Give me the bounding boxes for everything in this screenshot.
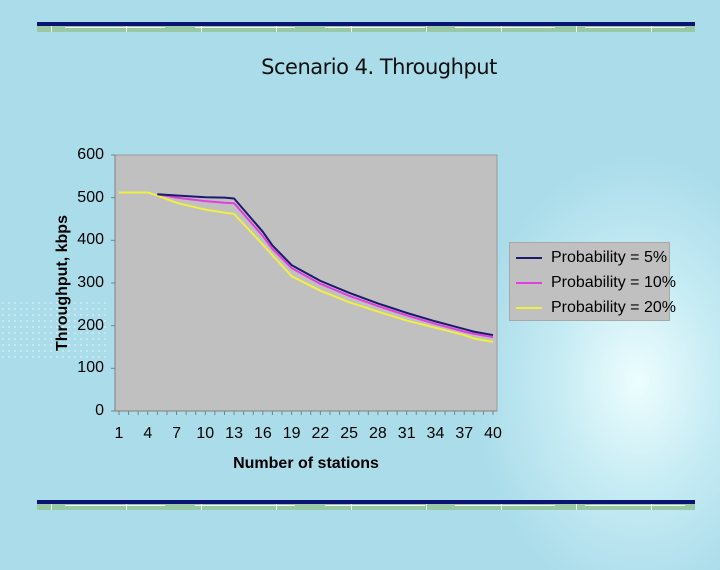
legend-swatch-yellow: [516, 307, 542, 309]
legend-label: Probability = 20%: [551, 299, 676, 316]
x-tick-label: 19: [282, 425, 301, 442]
y-tick-label: 200: [77, 316, 104, 334]
series-line-10-percent: [157, 193, 494, 339]
series-lines: [119, 191, 494, 343]
x-tick-label: 7: [172, 425, 181, 442]
x-tick-label: 28: [369, 425, 387, 442]
x-axis-label: Number of stations: [233, 455, 379, 472]
bottom-band-green-stripe: [37, 504, 695, 510]
y-tick-label: 500: [77, 188, 104, 206]
legend-swatch-navy: [516, 257, 542, 259]
legend-item-20-percent: Probability = 20%: [516, 297, 676, 319]
x-tick-label: 25: [340, 425, 359, 442]
x-tick-label: 22: [311, 425, 330, 442]
y-tick-label: 400: [77, 231, 104, 249]
x-tick-label: 37: [455, 425, 474, 442]
axis-tick-marks: [111, 154, 494, 415]
top-band-green-stripe: [37, 26, 695, 32]
x-tick-label: 13: [225, 425, 243, 442]
top-decorative-band: [37, 22, 695, 32]
x-tick-label: 34: [426, 425, 445, 442]
bottom-decorative-band: [37, 500, 695, 510]
top-band-navy-stripe: [37, 22, 695, 26]
legend-label: Probability = 5%: [551, 249, 668, 266]
x-tick-label: 40: [484, 425, 502, 442]
y-tick-label: 300: [77, 274, 104, 291]
y-tick-label: 100: [77, 359, 104, 377]
y-tick-label: 0: [95, 402, 104, 419]
x-tick-label: 10: [196, 425, 215, 442]
slide-title: Scenario 4. Throughput: [261, 55, 497, 79]
legend-swatch-magenta: [516, 282, 542, 284]
y-tick-label: 600: [77, 146, 104, 163]
legend-item-5-percent: Probability = 5%: [516, 247, 667, 269]
series-line-20-percent: [119, 191, 494, 343]
series-line-5-percent: [157, 193, 494, 337]
bottom-band-navy-stripe: [37, 500, 695, 504]
legend-label: Probability = 10%: [551, 274, 676, 291]
legend-item-10-percent: Probability = 10%: [516, 272, 676, 294]
x-tick-label: 16: [253, 425, 272, 442]
x-tick-label: 1: [114, 425, 124, 442]
line-chart: [111, 154, 498, 415]
x-tick-label: 4: [143, 425, 153, 442]
x-tick-label: 31: [397, 425, 416, 442]
chart-legend: Probability = 5% Probability = 10% Proba…: [509, 242, 676, 321]
